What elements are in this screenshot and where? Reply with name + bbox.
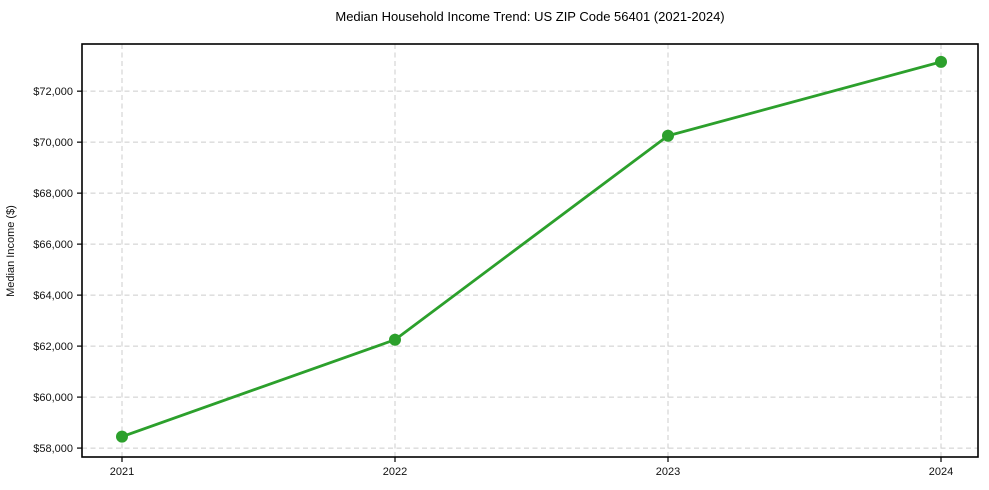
y-tick-label: $58,000 (33, 443, 73, 455)
income-line (120, 60, 943, 439)
data-point-marker (116, 430, 128, 443)
y-axis-title: Median Income ($) (5, 205, 17, 297)
data-point-marker (662, 129, 674, 142)
x-tick-label: 2023 (656, 466, 680, 478)
y-tick-label: $62,000 (33, 341, 73, 353)
gridlines (82, 44, 978, 457)
plot-box (81, 43, 979, 458)
data-point-marker (389, 333, 401, 346)
axis-ticks (77, 90, 942, 462)
y-tick-label: $68,000 (33, 188, 73, 200)
y-tick-label: $66,000 (33, 239, 73, 251)
x-tick-label: 2024 (929, 466, 953, 478)
y-tick-label: $70,000 (33, 137, 73, 149)
data-point-marker (935, 55, 947, 68)
data-points (116, 55, 947, 443)
x-tick-label: 2022 (383, 466, 407, 478)
chart-title: Median Household Income Trend: US ZIP Co… (335, 9, 724, 24)
trend-line (120, 60, 943, 439)
y-tick-label: $64,000 (33, 290, 73, 302)
x-tick-label: 2021 (110, 466, 134, 478)
y-tick-label: $72,000 (33, 86, 73, 98)
y-tick-label: $60,000 (33, 392, 73, 404)
tick-labels: $58,000 $60,000 $62,000 $64,000 $66,000 $68,0… (33, 86, 953, 478)
plot-border (81, 43, 979, 458)
